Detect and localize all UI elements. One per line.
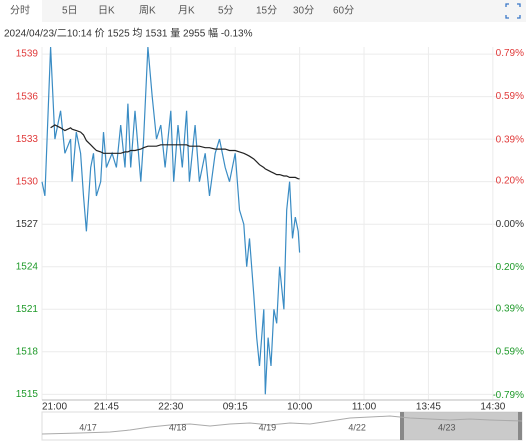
tab[interactable]: 月K — [178, 5, 195, 17]
x-tick-label: 14:30 — [480, 402, 505, 413]
navigator-date: 4/18 — [169, 422, 187, 432]
tab[interactable]: 分时 — [10, 5, 30, 17]
y-tick-label: 1539 — [16, 49, 39, 60]
x-tick-label: 22:30 — [158, 402, 183, 413]
y-tick-label: 1518 — [16, 346, 39, 357]
y-tick-label: 1527 — [16, 219, 39, 230]
y2-tick-label: 0.20% — [496, 262, 524, 273]
navigator-date: 4/22 — [348, 422, 366, 432]
series-line — [41, 46, 301, 395]
tab[interactable]: 5分 — [218, 5, 234, 17]
x-tick-label: 13:45 — [416, 402, 441, 413]
y2-tick-label: 0.39% — [496, 134, 524, 145]
y2-tick-label: 0.00% — [496, 219, 524, 230]
y2-tick-label: -0.79% — [492, 390, 524, 401]
navigator-date: 4/19 — [259, 422, 277, 432]
y-tick-label: 1521 — [16, 304, 39, 315]
expand-icon[interactable] — [505, 3, 521, 19]
tab[interactable]: 30分 — [293, 5, 314, 17]
plot: 1539 1536 1533 1530 1527 1524 1521 1518 1515 0.79… — [16, 46, 524, 413]
tab[interactable]: 60分 — [333, 5, 354, 17]
tabs: 分时 5日 日K 周K 月K 5分 15分 30分 60分 — [10, 5, 354, 17]
y2-tick-label: 0.39% — [496, 303, 524, 314]
navigator-handle[interactable] — [518, 412, 522, 440]
y-tick-label: 1530 — [16, 176, 39, 187]
x-tick-label: 11:00 — [352, 402, 377, 413]
tab[interactable]: 日K — [98, 6, 115, 17]
tab-bar — [0, 0, 526, 22]
active-tab — [0, 0, 42, 22]
navigator-handle[interactable] — [400, 412, 404, 440]
tab[interactable]: 15分 — [256, 5, 277, 17]
y2-tick-label: 0.59% — [496, 347, 524, 358]
x-tick-label: 21:45 — [94, 402, 119, 413]
series-line — [50, 124, 300, 180]
navigator-labels: 4/17 4/18 4/19 4/22 4/23 — [79, 422, 455, 432]
navigator-line — [41, 415, 523, 435]
tab[interactable]: 5日 — [62, 6, 78, 17]
info-line: 2024/04/23/二10:14 价 1525 均 1531 量 2955 幅… — [4, 27, 253, 40]
navigator-date: 4/17 — [79, 422, 97, 432]
y-tick-label: 1515 — [16, 389, 39, 400]
x-tick-label: 09:15 — [223, 402, 248, 413]
navigator-date: 4/23 — [438, 422, 456, 432]
x-tick-label: 10:00 — [287, 402, 312, 413]
y2-tick-label: 0.79% — [496, 48, 524, 59]
y2-tick-label: 0.59% — [496, 91, 524, 102]
y-tick-label: 1533 — [16, 134, 39, 145]
y-tick-label: 1536 — [16, 91, 39, 102]
y-tick-label: 1524 — [16, 261, 39, 272]
tab[interactable]: 周K — [139, 5, 156, 17]
x-tick-label: 21:00 — [42, 402, 67, 413]
navigator-window[interactable] — [402, 412, 522, 440]
y2-tick-label: 0.20% — [496, 176, 524, 187]
